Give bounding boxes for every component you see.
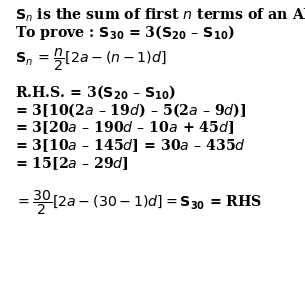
Text: R.H.S. = 3($\mathbf{S}_{\mathbf{20}}$ – $\mathbf{S}_{\mathbf{10}}$): R.H.S. = 3($\mathbf{S}_{\mathbf{20}}$ – …	[15, 83, 176, 101]
Text: $\mathbf{S}_{\mathit{n}}$ is the sum of first $\mathit{n}$ terms of an AP: $\mathbf{S}_{\mathit{n}}$ is the sum of …	[15, 7, 305, 25]
Text: $= \dfrac{30}{2}[2\mathit{a} - (30 - 1)\mathit{d}] = \mathbf{S}_{\mathbf{30}}$ =: $= \dfrac{30}{2}[2\mathit{a} - (30 - 1)\…	[15, 188, 263, 217]
Text: To prove : $\mathbf{S}_{\mathbf{30}}$ = 3($\mathbf{S}_{\mathbf{20}}$ – $\mathbf{: To prove : $\mathbf{S}_{\mathbf{30}}$ = …	[15, 23, 235, 42]
Text: $\mathbf{S}_{\mathit{n}}\, =\, \dfrac{\mathit{n}}{2}[2\mathit{a} - (\mathit{n} -: $\mathbf{S}_{\mathit{n}}\, =\, \dfrac{\m…	[15, 47, 167, 73]
Text: = 3[20$\mathit{a}$ – 190$\mathit{d}$ – 10$\mathit{a}$ + 45$\mathit{d}$]: = 3[20$\mathit{a}$ – 190$\mathit{d}$ – 1…	[15, 119, 235, 136]
Text: = 3[10(2$\mathit{a}$ – 19$\mathit{d}$) – 5(2$\mathit{a}$ – 9$\mathit{d}$)]: = 3[10(2$\mathit{a}$ – 19$\mathit{d}$) –…	[15, 101, 247, 119]
Text: = 3[10$\mathit{a}$ – 145$\mathit{d}$] = 30$\mathit{a}$ – 435$\mathit{d}$: = 3[10$\mathit{a}$ – 145$\mathit{d}$] = …	[15, 137, 246, 154]
Text: = 15[2$\mathit{a}$ – 29$\mathit{d}$]: = 15[2$\mathit{a}$ – 29$\mathit{d}$]	[15, 155, 129, 172]
